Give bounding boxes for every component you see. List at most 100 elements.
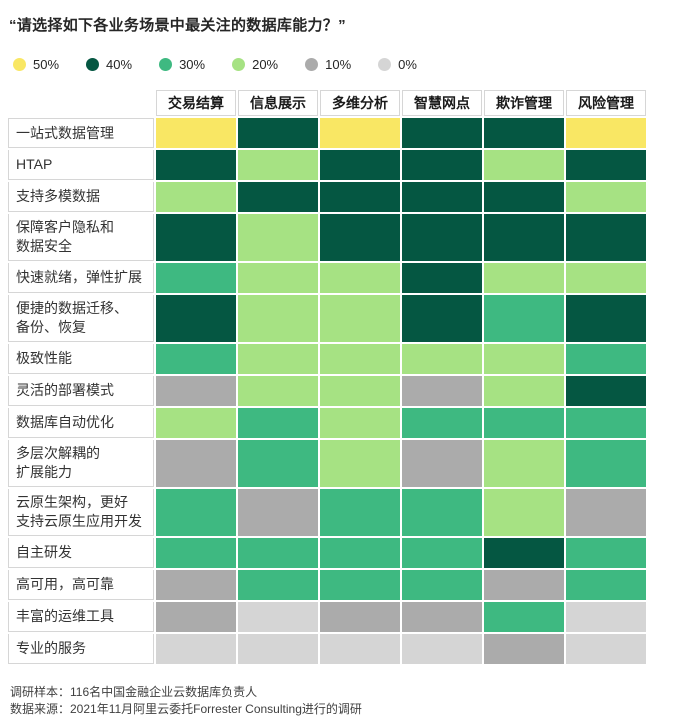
- legend-label: 40%: [106, 56, 133, 72]
- heatmap-cell-r10-c2: [320, 489, 400, 536]
- heatmap-cell-r5-c0: [156, 295, 236, 342]
- column-header-1: 信息展示: [238, 90, 318, 116]
- heatmap-cell-r14-c3: [402, 634, 482, 664]
- heatmap-cell-r11-c4: [484, 538, 564, 568]
- heatmap-cell-r3-c0: [156, 214, 236, 261]
- heatmap-cell-r9-c4: [484, 440, 564, 487]
- footnotes: 调研样本：116名中国金融企业云数据库负责人 数据来源：2021年11月阿里云委…: [10, 684, 685, 718]
- heatmap-cell-r2-c1: [238, 182, 318, 212]
- legend-swatch-icon: [13, 57, 26, 71]
- heatmap-cell-r13-c3: [402, 602, 482, 632]
- heatmap-cell-r10-c0: [156, 489, 236, 536]
- heatmap-cell-r6-c4: [484, 344, 564, 374]
- heatmap-cell-r11-c2: [320, 538, 400, 568]
- row-label-1: HTAP: [8, 150, 154, 180]
- heatmap-cell-r5-c4: [484, 295, 564, 342]
- column-header-5: 风险管理: [566, 90, 646, 116]
- heatmap-cell-r9-c5: [566, 440, 646, 487]
- heatmap-cell-r3-c1: [238, 214, 318, 261]
- heatmap-cell-r3-c2: [320, 214, 400, 261]
- heatmap-cell-r1-c3: [402, 150, 482, 180]
- row-label-8: 数据库自动优化: [8, 408, 154, 438]
- heatmap-cell-r6-c0: [156, 344, 236, 374]
- heatmap-cell-r14-c5: [566, 634, 646, 664]
- heatmap-cell-r3-c5: [566, 214, 646, 261]
- heatmap-cell-r6-c5: [566, 344, 646, 374]
- heatmap-cell-r4-c5: [566, 263, 646, 293]
- row-label-7: 灵活的部署模式: [8, 376, 154, 406]
- legend-item-0pct: 0%: [378, 57, 417, 72]
- legend-item-10pct: 10%: [305, 57, 351, 72]
- heatmap-cell-r9-c1: [238, 440, 318, 487]
- legend-item-20pct: 20%: [232, 57, 278, 72]
- row-label-13: 丰富的运维工具: [8, 602, 154, 632]
- heatmap-cell-r4-c1: [238, 263, 318, 293]
- heatmap-cell-r0-c3: [402, 118, 482, 148]
- footnote-sample: 调研样本：116名中国金融企业云数据库负责人: [10, 685, 258, 699]
- heatmap-cell-r0-c4: [484, 118, 564, 148]
- heatmap-cell-r7-c1: [238, 376, 318, 406]
- row-label-4: 快速就绪，弹性扩展: [8, 263, 154, 293]
- row-label-0: 一站式数据管理: [8, 118, 154, 148]
- heatmap-cell-r3-c4: [484, 214, 564, 261]
- legend-label: 10%: [325, 56, 352, 72]
- row-label-3: 保障客户隐私和 数据安全: [8, 214, 154, 261]
- row-label-5: 便捷的数据迁移、 备份、恢复: [8, 295, 154, 342]
- legend-swatch-icon: [86, 57, 100, 71]
- heatmap-cell-r8-c1: [238, 408, 318, 438]
- heatmap-cell-r8-c5: [566, 408, 646, 438]
- heatmap-cell-r13-c5: [566, 602, 646, 632]
- heatmap-cell-r13-c4: [484, 602, 564, 632]
- heatmap-cell-r11-c1: [238, 538, 318, 568]
- heatmap-table: 交易结算 信息展示 多维分析 智慧网点 欺诈管理 风险管理 一站式数据管理 HTAP 支持多模数…: [8, 90, 646, 664]
- heatmap-cell-r7-c5: [566, 376, 646, 406]
- heatmap-cell-r12-c0: [156, 570, 236, 600]
- legend-swatch-icon: [378, 57, 392, 71]
- heatmap-cell-r4-c2: [320, 263, 400, 293]
- legend-swatch-icon: [305, 57, 319, 71]
- heatmap-cell-r6-c1: [238, 344, 318, 374]
- heatmap-cell-r0-c1: [238, 118, 318, 148]
- legend-item-50pct: 50%: [13, 57, 59, 72]
- heatmap-cell-r9-c3: [402, 440, 482, 487]
- row-label-10: 云原生架构，更好 支持云原生应用开发: [8, 489, 154, 536]
- heatmap-cell-r7-c2: [320, 376, 400, 406]
- legend-swatch-icon: [232, 57, 246, 71]
- legend-label: 0%: [398, 56, 417, 72]
- heatmap-cell-r9-c2: [320, 440, 400, 487]
- heatmap-cell-r1-c0: [156, 150, 236, 180]
- heatmap-cell-r1-c4: [484, 150, 564, 180]
- heatmap-cell-r8-c4: [484, 408, 564, 438]
- heatmap-cell-r0-c5: [566, 118, 646, 148]
- heatmap-cell-r2-c0: [156, 182, 236, 212]
- heatmap-cell-r5-c2: [320, 295, 400, 342]
- heatmap-cell-r4-c0: [156, 263, 236, 293]
- heatmap-cell-r4-c3: [402, 263, 482, 293]
- heatmap-cell-r6-c3: [402, 344, 482, 374]
- heatmap-cell-r12-c1: [238, 570, 318, 600]
- legend-label: 50%: [33, 56, 60, 72]
- heatmap-cell-r11-c0: [156, 538, 236, 568]
- column-header-0: 交易结算: [156, 90, 236, 116]
- legend-item-40pct: 40%: [86, 57, 132, 72]
- heatmap-cell-r5-c5: [566, 295, 646, 342]
- column-header-4: 欺诈管理: [484, 90, 564, 116]
- heatmap-cell-r12-c2: [320, 570, 400, 600]
- heatmap-cell-r7-c4: [484, 376, 564, 406]
- legend-label: 20%: [252, 56, 279, 72]
- footnote-source: 数据来源：2021年11月阿里云委托Forrester Consulting进行…: [10, 702, 362, 716]
- page-title: “请选择如下各业务场景中最关注的数据库能力？”: [9, 17, 346, 34]
- heatmap-cell-r4-c4: [484, 263, 564, 293]
- heatmap-cell-r3-c3: [402, 214, 482, 261]
- heatmap-cell-r8-c3: [402, 408, 482, 438]
- heatmap-cell-r12-c4: [484, 570, 564, 600]
- row-label-2: 支持多模数据: [8, 182, 154, 212]
- heatmap-cell-r12-c5: [566, 570, 646, 600]
- row-label-14: 专业的服务: [8, 634, 154, 664]
- heatmap-cell-r10-c1: [238, 489, 318, 536]
- heatmap-cell-r13-c1: [238, 602, 318, 632]
- heatmap-cell-r1-c5: [566, 150, 646, 180]
- heatmap-cell-r2-c5: [566, 182, 646, 212]
- heatmap-cell-r13-c2: [320, 602, 400, 632]
